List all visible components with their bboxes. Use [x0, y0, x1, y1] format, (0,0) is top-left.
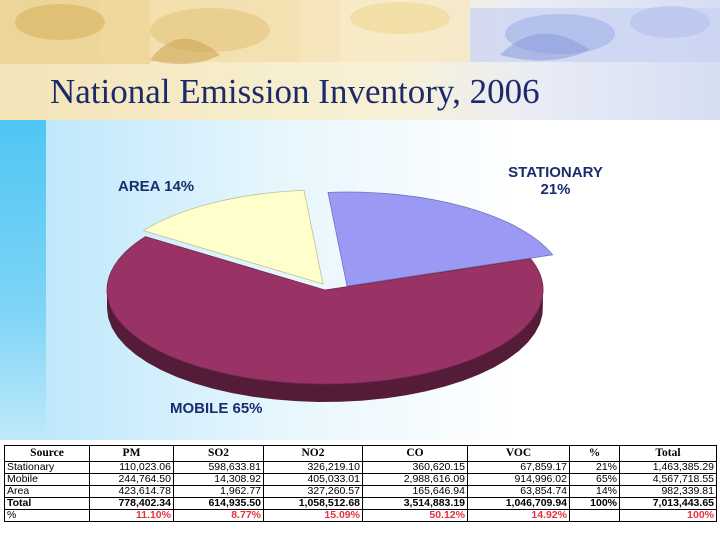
table-cell: 65%: [569, 473, 620, 486]
col-header-so2: SO2: [173, 445, 264, 462]
col-header-pm: PM: [89, 445, 174, 462]
slice-label-mobile: MOBILE 65%: [170, 400, 263, 417]
table-cell: 14,308.92: [173, 473, 264, 486]
table-cell: 63,854.74: [467, 485, 570, 498]
table-cell: Mobile: [4, 473, 90, 486]
pie-slice-area: [142, 189, 324, 285]
table-cell: 405,033.01: [263, 473, 363, 486]
emissions-table-container: Source PM SO2 NO2 CO VOC % Total Station…: [0, 440, 720, 540]
table-cell: 1,962.77: [173, 485, 264, 498]
table-cell: 11.10%: [89, 509, 174, 522]
table-cell: 2,988,616.09: [362, 473, 468, 486]
table-cell: 914,996.02: [467, 473, 570, 486]
leaf-decoration: [0, 0, 720, 64]
table-cell: 614,935.50: [173, 497, 264, 510]
table-cell: 110,023.06: [89, 461, 174, 474]
table-row: Area 423,614.78 1,962.77 327,260.57 165,…: [4, 485, 717, 498]
col-header-voc: VOC: [467, 445, 570, 462]
table-cell: Total: [4, 497, 90, 510]
table-cell: 14.92%: [467, 509, 570, 522]
table-row: Stationary 110,023.06 598,633.81 326,219…: [4, 461, 717, 474]
emissions-table: Source PM SO2 NO2 CO VOC % Total Station…: [4, 445, 717, 522]
table-cell: [569, 509, 620, 522]
table-cell: 7,013,443.65: [619, 497, 717, 510]
table-cell: 327,260.57: [263, 485, 363, 498]
col-header-total: Total: [619, 445, 717, 462]
table-cell: 8.77%: [173, 509, 264, 522]
pie-slice-side-mobile: [107, 286, 543, 402]
slice-label-stationary-percent: 21%: [540, 181, 571, 198]
table-cell: Stationary: [4, 461, 90, 474]
col-header-no2: NO2: [263, 445, 363, 462]
table-cell: 244,764.50: [89, 473, 174, 486]
table-cell: 15.09%: [263, 509, 363, 522]
table-cell: 982,339.81: [619, 485, 717, 498]
table-cell: 165,646.94: [362, 485, 468, 498]
table-cell: 1,058,512.68: [263, 497, 363, 510]
col-header-co: CO: [362, 445, 468, 462]
table-cell: 1,046,709.94: [467, 497, 570, 510]
slice-label-stationary-name: STATIONARY: [508, 164, 603, 181]
pie-chart: [106, 189, 554, 402]
side-strip: [0, 120, 46, 440]
table-cell: 598,633.81: [173, 461, 264, 474]
table-cell: 1,463,385.29: [619, 461, 717, 474]
table-cell: 4,567,718.55: [619, 473, 717, 486]
table-row-total: Total 778,402.34 614,935.50 1,058,512.68…: [4, 497, 717, 510]
table-cell: 360,620.15: [362, 461, 468, 474]
table-cell: 50.12%: [362, 509, 468, 522]
table-row: Mobile 244,764.50 14,308.92 405,033.01 2…: [4, 473, 717, 486]
table-cell: 778,402.34: [89, 497, 174, 510]
table-cell: 21%: [569, 461, 620, 474]
table-cell: 423,614.78: [89, 485, 174, 498]
table-cell: 100%: [619, 509, 717, 522]
pie-slice-stationary: [327, 191, 554, 287]
table-cell: 326,219.10: [263, 461, 363, 474]
col-header-percent: %: [569, 445, 620, 462]
table-cell: 14%: [569, 485, 620, 498]
slide-title: National Emission Inventory, 2006: [50, 72, 540, 111]
pie-slice-mobile: [106, 236, 544, 385]
col-header-source: Source: [4, 445, 90, 462]
slice-label-area: AREA 14%: [118, 178, 195, 195]
table-cell: Area: [4, 485, 90, 498]
table-cell: 3,514,883.19: [362, 497, 468, 510]
table-header-row: Source PM SO2 NO2 CO VOC % Total: [4, 445, 717, 462]
decorative-banner: [0, 0, 720, 120]
table-row-percent: % 11.10% 8.77% 15.09% 50.12% 14.92% 100%: [4, 509, 717, 522]
table-cell: 100%: [569, 497, 620, 510]
table-cell: %: [4, 509, 90, 522]
table-cell: 67,859.17: [467, 461, 570, 474]
